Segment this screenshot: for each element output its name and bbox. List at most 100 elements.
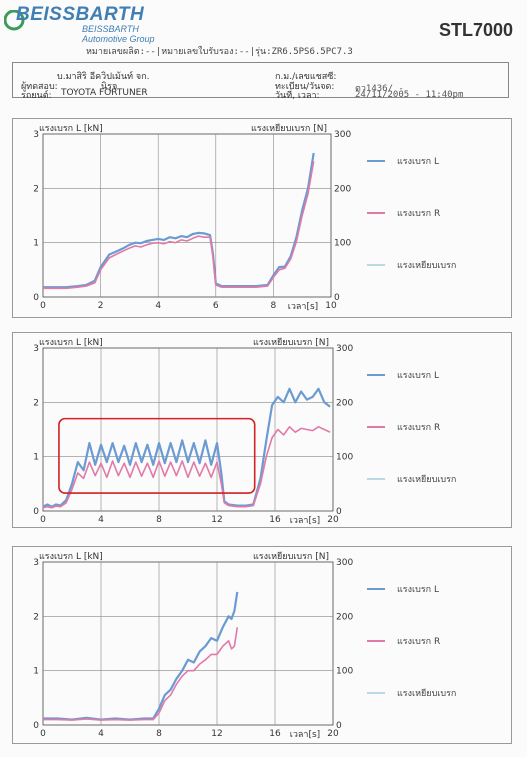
x-tick-label: 12 (211, 729, 222, 739)
legend-label: แรงเหยียบเบรก (397, 474, 456, 485)
x-tick-label: 0 (40, 301, 46, 311)
x-tick-label: 20 (327, 729, 339, 739)
legend-label: แรงเบรก L (397, 585, 439, 595)
company-name: บ.มาสิริ อีควิปเม้นท์ จก. (57, 72, 150, 82)
panel-title: เบรกมือ (41, 547, 71, 548)
vehicle-label: รถยนต์: (21, 91, 52, 101)
model-name: STL7000 (438, 20, 513, 40)
x-tick-label: 6 (213, 301, 219, 311)
tester-label: ผู้ทดสอบ: (21, 82, 58, 92)
panel-title: เพลาหน้า (41, 119, 78, 120)
y-tick-label: 0 (33, 721, 39, 731)
date-value: 24/11/2005 - 11:40pm (355, 90, 464, 100)
front-axle-panel: เพลาหน้า ระบบเบรกแรงเบรก L [kN] แรงเหยียบเ… (12, 109, 512, 318)
legend-label: แรงเหยียบเบรก (397, 260, 456, 271)
y2-axis-label: แรงเหยียบเบรก [N] (253, 551, 329, 562)
brand-group: Automotive Group (82, 34, 155, 44)
brand-name: BEISSBARTH (16, 4, 145, 25)
y-tick-label: 1 (33, 667, 39, 677)
panel-title: เพลาหลัง (41, 333, 76, 334)
front-axle-chart: เพลาหน้า ระบบเบรกแรงเบรก L [kN] แรงเหยียบเ… (33, 109, 456, 312)
km-label: ก.ม./เลขแชสซี: (275, 72, 337, 82)
y-axis-label: แรงเบรก L [kN] (39, 552, 103, 562)
serial-line: หมายเลขผลิต:--|หมายเลขใบรับรอง:--|รุ่น:Z… (86, 47, 353, 57)
rear-axle-panel: เพลาหลังแรงเบรก L [kN] แรงเหยียบเบรก [N] 0… (12, 324, 512, 528)
series-line-left (43, 591, 239, 721)
x-tick-label: 8 (271, 301, 277, 311)
y2-tick-label: 300 (334, 130, 351, 140)
tester-value: นิรุจ (101, 82, 118, 92)
y-tick-label: 3 (33, 344, 39, 354)
y-tick-label: 2 (33, 398, 39, 408)
legend-label: แรงเบรก L (397, 371, 439, 381)
y-tick-label: 0 (33, 507, 39, 517)
y2-tick-label: 300 (336, 344, 353, 354)
x-tick-label: 16 (269, 515, 281, 525)
y2-tick-label: 100 (334, 239, 351, 249)
x-tick-label: 10 (325, 301, 337, 311)
x-tick-label: 8 (156, 729, 162, 739)
plot-frame (42, 347, 334, 512)
x-tick-label: 0 (40, 515, 46, 525)
y2-tick-label: 0 (336, 721, 342, 731)
y2-tick-label: 0 (334, 293, 340, 303)
y2-tick-label: 100 (336, 667, 353, 677)
y2-tick-label: 200 (336, 612, 353, 622)
y2-axis-label: แรงเหยียบเบรก [N] (253, 337, 329, 348)
y-axis-label: แรงเบรก L [kN] (39, 338, 103, 348)
y2-tick-label: 0 (336, 507, 342, 517)
vehicle-value: TOYOTA FORTUNER (61, 88, 148, 98)
reg-label: ทะเบียน/วันจด: (275, 82, 335, 92)
handbrake-panel: เบรกมือแรงเบรก L [kN] แรงเหยียบเบรก [N] 0 4… (12, 537, 512, 744)
legend-label: แรงเบรก R (397, 637, 440, 647)
x-tick-label: 4 (98, 729, 104, 739)
x-tick-label: 2 (98, 301, 104, 311)
x-tick-label: 4 (155, 301, 161, 311)
x-tick-label: 16 (269, 729, 281, 739)
y-tick-label: 0 (33, 293, 39, 303)
y-axis-label: แรงเบรก L [kN] (39, 124, 103, 134)
y2-tick-label: 200 (336, 398, 353, 408)
series-line-right (42, 426, 331, 509)
x-label-bg (287, 727, 323, 739)
reg-value: ตว1436/ - (355, 84, 404, 94)
x-label-bg (287, 513, 323, 525)
series-line-left (43, 152, 315, 289)
brand-subtitle: BEISSBARTH (82, 24, 139, 34)
handbrake-chart: เบรกมือแรงเบรก L [kN] แรงเหยียบเบรก [N] 0 4… (33, 537, 456, 740)
x-axis-label: เวลา[s] (290, 730, 320, 740)
vehicle-info-box: บ.มาสิริ อีควิปเม้นท์ จก. ผู้ทดสอบ: นิรุ… (12, 62, 509, 101)
rear-axle-chart: เพลาหลังแรงเบรก L [kN] แรงเหยียบเบรก [N] 0… (33, 324, 456, 526)
series-line-right (43, 627, 239, 721)
y2-tick-label: 100 (336, 453, 353, 463)
y-tick-label: 1 (33, 239, 39, 249)
plot-frame (42, 133, 332, 298)
x-tick-label: 8 (156, 515, 162, 525)
y2-tick-label: 200 (334, 184, 351, 194)
legend-label: แรงเบรก R (397, 209, 440, 219)
logo-mark-icon (4, 10, 25, 31)
legend-label: แรงเบรก R (397, 423, 440, 433)
x-tick-label: 12 (211, 515, 222, 525)
x-tick-label: 4 (98, 515, 104, 525)
y-tick-label: 1 (33, 453, 39, 463)
series-line-right (43, 161, 315, 290)
highlight-box (58, 417, 256, 494)
x-tick-label: 0 (40, 729, 46, 739)
y-tick-label: 3 (33, 130, 39, 140)
x-axis-label: เวลา[s] (288, 302, 318, 312)
y2-axis-label: แรงเหยียบเบรก [N] (251, 123, 327, 134)
plot-frame (42, 561, 334, 726)
x-axis-label: เวลา[s] (290, 516, 320, 526)
legend-label: แรงเหยียบเบรก (397, 688, 456, 699)
brand-logo (4, 4, 206, 50)
y-tick-label: 2 (33, 184, 39, 194)
date-label: วันที่, เวลา: (275, 91, 320, 101)
y-tick-label: 3 (33, 558, 39, 568)
x-tick-label: 20 (327, 515, 339, 525)
series-line-left (42, 387, 331, 508)
x-label-bg (285, 299, 321, 311)
y-tick-label: 2 (33, 612, 39, 622)
panel-subtitle: ระบบเบรก (229, 119, 269, 120)
y2-tick-label: 300 (336, 558, 353, 568)
